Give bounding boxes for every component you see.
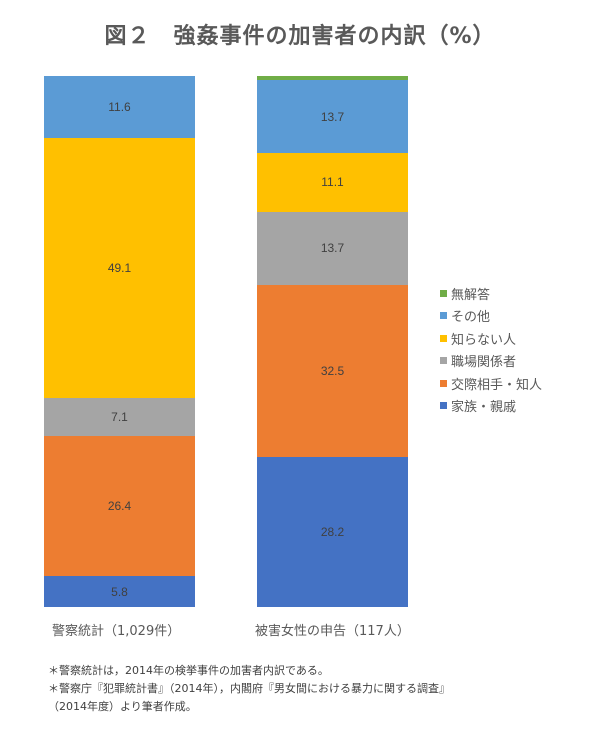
value-label: 32.5 (320, 363, 345, 378)
footnote-3: （2014年度）より筆者作成。 (48, 700, 197, 713)
segment-no-answer (257, 76, 408, 81)
legend-label: 知らない人 (451, 332, 517, 348)
legend-swatch-icon (440, 334, 447, 342)
segment-workplace: 7.1 (44, 398, 195, 437)
legend-swatch-icon (440, 357, 447, 365)
value-label: 49.1 (107, 260, 132, 275)
legend-item-partner-acquaintance: 交際相手・知人 (440, 372, 542, 395)
footnotes: ＊警察統計は，2014年の検挙事件の加害者内訳である。 ＊警察庁『犯罪統計書』（… (48, 662, 450, 716)
bar-police-stats: 11.6 49.1 7.1 26.4 5.8 (44, 76, 195, 607)
legend-swatch-icon (440, 402, 447, 410)
legend-swatch-icon (440, 289, 447, 297)
legend-swatch-icon (440, 379, 447, 387)
value-label: 5.8 (111, 584, 128, 599)
legend-label: 無解答 (451, 287, 491, 303)
x-axis-label-police: 警察統計（1,029件） (52, 624, 181, 639)
segment-other: 13.7 (257, 80, 408, 153)
legend-item-no-answer: 無解答 (440, 282, 542, 305)
value-label: 7.1 (111, 410, 128, 425)
segment-family: 28.2 (257, 457, 408, 607)
footnote-1: ＊警察統計は，2014年の検挙事件の加害者内訳である。 (48, 664, 329, 677)
legend-item-workplace: 職場関係者 (440, 350, 542, 373)
legend-label: その他 (451, 310, 491, 326)
value-label: 13.7 (320, 241, 345, 256)
value-label: 28.2 (320, 525, 345, 540)
bar-victim-reports: 13.7 11.1 13.7 32.5 28.2 (257, 76, 408, 607)
chart-title: 図２ 強姦事件の加害者の内訳（%） (104, 24, 496, 49)
segment-family: 5.8 (44, 576, 195, 607)
legend-label: 交際相手・知人 (451, 377, 543, 393)
segment-stranger: 11.1 (257, 153, 408, 212)
legend-item-stranger: 知らない人 (440, 327, 542, 350)
segment-partner-acquaintance: 32.5 (257, 284, 408, 458)
value-label: 26.4 (107, 499, 132, 514)
segment-stranger: 49.1 (44, 137, 195, 399)
legend-label: 職場関係者 (451, 355, 517, 371)
segment-partner-acquaintance: 26.4 (44, 436, 195, 577)
legend-label: 家族・親戚 (451, 400, 517, 416)
value-label: 13.7 (320, 109, 345, 124)
segment-other: 11.6 (44, 76, 195, 138)
value-label: 11.6 (108, 99, 131, 114)
value-label: 11.1 (321, 175, 344, 190)
segment-workplace: 13.7 (257, 211, 408, 285)
legend-item-family: 家族・親戚 (440, 395, 542, 418)
legend-swatch-icon (440, 312, 447, 320)
footnote-2: ＊警察庁『犯罪統計書』（2014年），内閣府『男女間における暴力に関する調査』 (48, 682, 450, 695)
legend: 無解答 その他 知らない人 職場関係者 交際相手・知人 家族・親戚 (440, 282, 542, 417)
x-axis-label-victims: 被害女性の申告（117人） (255, 624, 410, 639)
legend-item-other: その他 (440, 305, 542, 328)
